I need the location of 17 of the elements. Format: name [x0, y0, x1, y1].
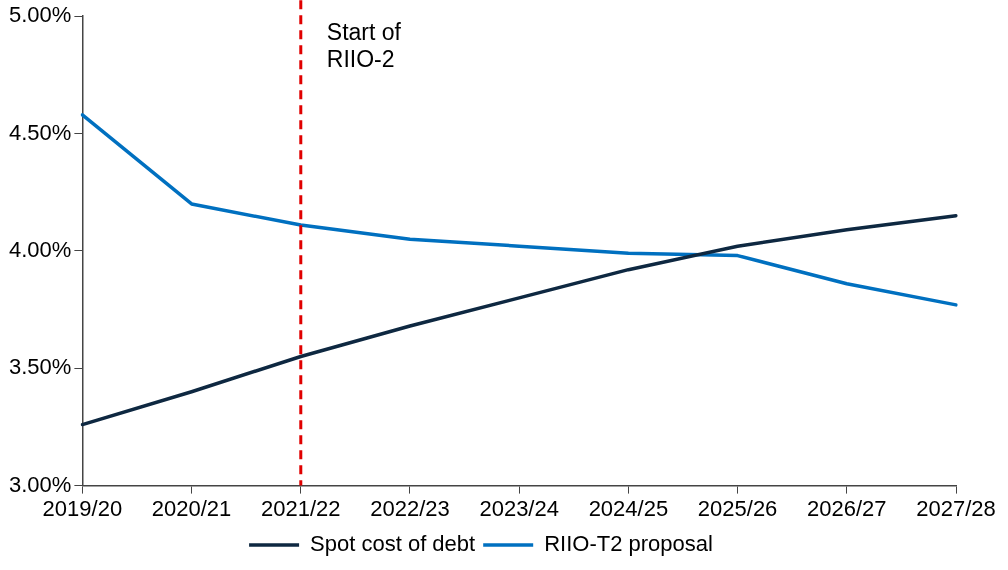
legend-label: RIIO-T2 proposal: [544, 531, 713, 557]
y-tick-label: 3.00%: [8, 471, 72, 497]
y-tick-label: 5.00%: [8, 2, 72, 28]
x-tick-label: 2021/22: [261, 495, 341, 521]
y-tick-label: 4.00%: [8, 236, 72, 262]
x-tick-label: 2023/24: [479, 495, 559, 521]
y-tick-label: 4.50%: [8, 119, 72, 145]
x-tick-label: 2026/27: [807, 495, 887, 521]
legend-label: Spot cost of debt: [310, 531, 476, 557]
x-tick-label: 2020/21: [151, 495, 232, 521]
x-tick-label: 2019/20: [42, 495, 123, 521]
x-tick-label: 2022/23: [370, 495, 450, 521]
x-tick-label: 2027/28: [916, 495, 996, 521]
y-tick-label: 3.50%: [8, 354, 72, 380]
ref-line-label: Start of RIIO-2: [326, 19, 402, 73]
x-tick-label: 2025/26: [697, 495, 778, 521]
x-tick-label: 2024/25: [588, 495, 669, 521]
